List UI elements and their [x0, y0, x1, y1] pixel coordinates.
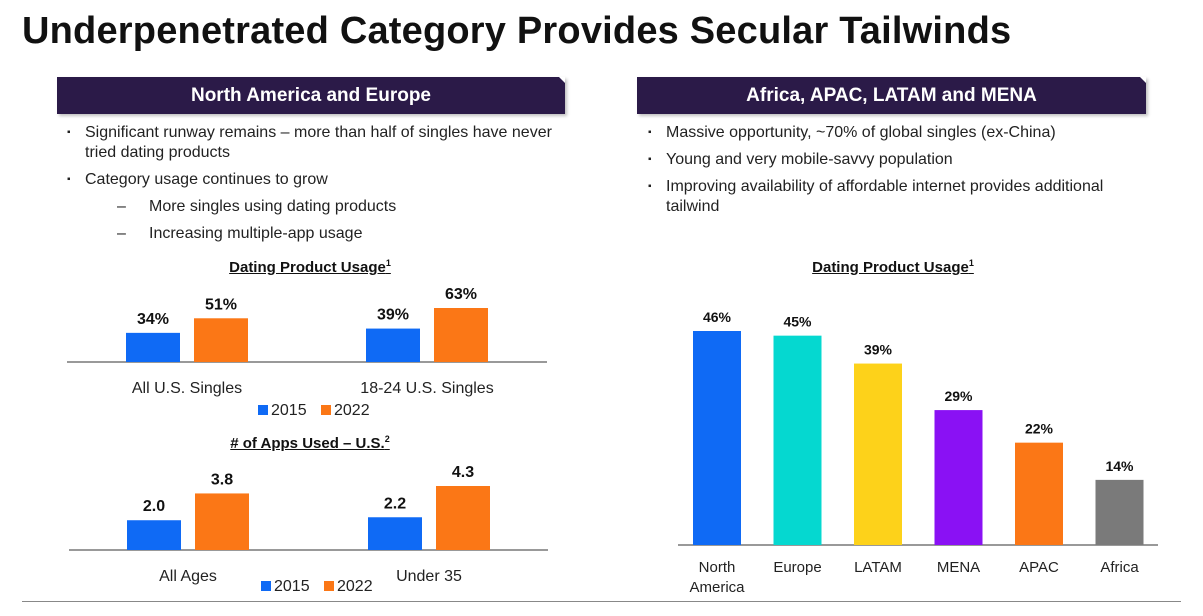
right-panel-header-label: Africa, APAC, LATAM and MENA	[746, 84, 1037, 106]
bullet-text: Category usage continues to grow	[85, 171, 328, 188]
category-label: America	[689, 579, 745, 596]
legend-swatch	[324, 581, 334, 591]
bullet-text: Massive opportunity, ~70% of global sing…	[666, 124, 1056, 141]
legend-swatch	[258, 405, 268, 415]
bullet-text: Young and very mobile-savvy population	[666, 151, 953, 168]
bar-2015	[368, 517, 422, 550]
data-label: 39%	[377, 307, 409, 324]
data-label: 63%	[445, 286, 477, 303]
dash-mark: –	[117, 225, 126, 242]
bullet-text: Improving availability of affordable int…	[666, 178, 1104, 215]
bullet-mark: ▪	[67, 127, 71, 138]
bullet-mark: ▪	[648, 127, 652, 138]
category-label: APAC	[1019, 559, 1059, 576]
legend-swatch	[261, 581, 271, 591]
footnote-marker: 1	[968, 258, 974, 268]
right-bullet-list: ▪ Massive opportunity, ~70% of global si…	[648, 123, 1148, 224]
category-label: Africa	[1100, 559, 1139, 576]
category-label: All U.S. Singles	[132, 380, 242, 397]
data-label: 22%	[1025, 421, 1054, 437]
bar	[1095, 479, 1144, 545]
data-label: 39%	[864, 342, 893, 358]
chart-title-usage-left: Dating Product Usage1	[190, 258, 430, 276]
dash-mark: –	[117, 198, 126, 215]
bar-2022	[434, 308, 488, 362]
footnote-marker: 1	[385, 258, 391, 268]
footnote-marker: 2	[384, 434, 390, 444]
legend-label: 2015	[274, 578, 310, 595]
data-label: 46%	[703, 309, 732, 325]
bar-2022	[195, 493, 249, 550]
category-label: Europe	[773, 559, 821, 576]
bar-2022	[436, 486, 490, 550]
bar-2015	[126, 332, 180, 362]
data-label: 34%	[137, 311, 169, 328]
left-panel-header-label: North America and Europe	[190, 84, 431, 106]
category-label: 18-24 U.S. Singles	[360, 380, 493, 397]
legend-label: 2022	[337, 578, 373, 595]
sub-list-item: – More singles using dating products	[67, 197, 557, 217]
bar	[693, 331, 741, 545]
chart-title-usage-right: Dating Product Usage1	[773, 258, 1013, 276]
left-bullet-list: ▪ Significant runway remains – more than…	[67, 123, 557, 251]
bar-2022	[194, 318, 248, 362]
chart-title-text: # of Apps Used – U.S.	[230, 435, 385, 452]
category-label: All Ages	[159, 568, 217, 585]
list-item: ▪ Improving availability of affordable i…	[648, 177, 1148, 217]
data-label: 45%	[783, 314, 812, 330]
right-panel-header: Africa, APAC, LATAM and MENA	[637, 77, 1146, 114]
list-item: ▪ Significant runway remains – more than…	[67, 123, 557, 163]
bar-2015	[366, 328, 420, 362]
category-label: North	[699, 559, 736, 576]
sub-bullet-text: More singles using dating products	[149, 198, 397, 215]
data-label: 2.2	[384, 495, 406, 512]
bar-2015	[127, 520, 181, 550]
chart-title-apps: # of Apps Used – U.S.2	[190, 434, 430, 452]
category-label: LATAM	[854, 559, 902, 576]
left-panel-header: North America and Europe	[57, 77, 565, 114]
sub-list-item: – Increasing multiple-app usage	[67, 224, 557, 244]
list-item: ▪ Massive opportunity, ~70% of global si…	[648, 123, 1148, 143]
bullet-mark: ▪	[67, 174, 71, 185]
bar	[1015, 442, 1063, 545]
legend-label: 2022	[334, 402, 370, 419]
data-label: 51%	[205, 296, 237, 313]
data-label: 4.3	[452, 464, 474, 481]
data-label: 3.8	[211, 471, 233, 488]
sub-bullet-text: Increasing multiple-app usage	[149, 225, 363, 242]
legend-label: 2015	[271, 402, 307, 419]
bottom-divider	[22, 601, 1181, 602]
page-title: Underpenetrated Category Provides Secula…	[22, 10, 1012, 52]
legend-swatch	[321, 405, 331, 415]
data-label: 2.0	[143, 498, 165, 515]
bar	[854, 363, 902, 545]
bar	[934, 410, 983, 545]
bullet-mark: ▪	[648, 181, 652, 192]
list-item: ▪ Young and very mobile-savvy population	[648, 150, 1148, 170]
chart-title-text: Dating Product Usage	[812, 259, 969, 276]
category-label: MENA	[937, 559, 980, 576]
data-label: 29%	[944, 388, 973, 404]
category-label: Under 35	[396, 568, 462, 585]
list-item: ▪ Category usage continues to grow	[67, 170, 557, 190]
bar	[773, 335, 822, 545]
bullet-text: Significant runway remains – more than h…	[85, 124, 552, 161]
data-label: 14%	[1105, 458, 1134, 474]
bullet-mark: ▪	[648, 154, 652, 165]
chart-title-text: Dating Product Usage	[229, 259, 386, 276]
